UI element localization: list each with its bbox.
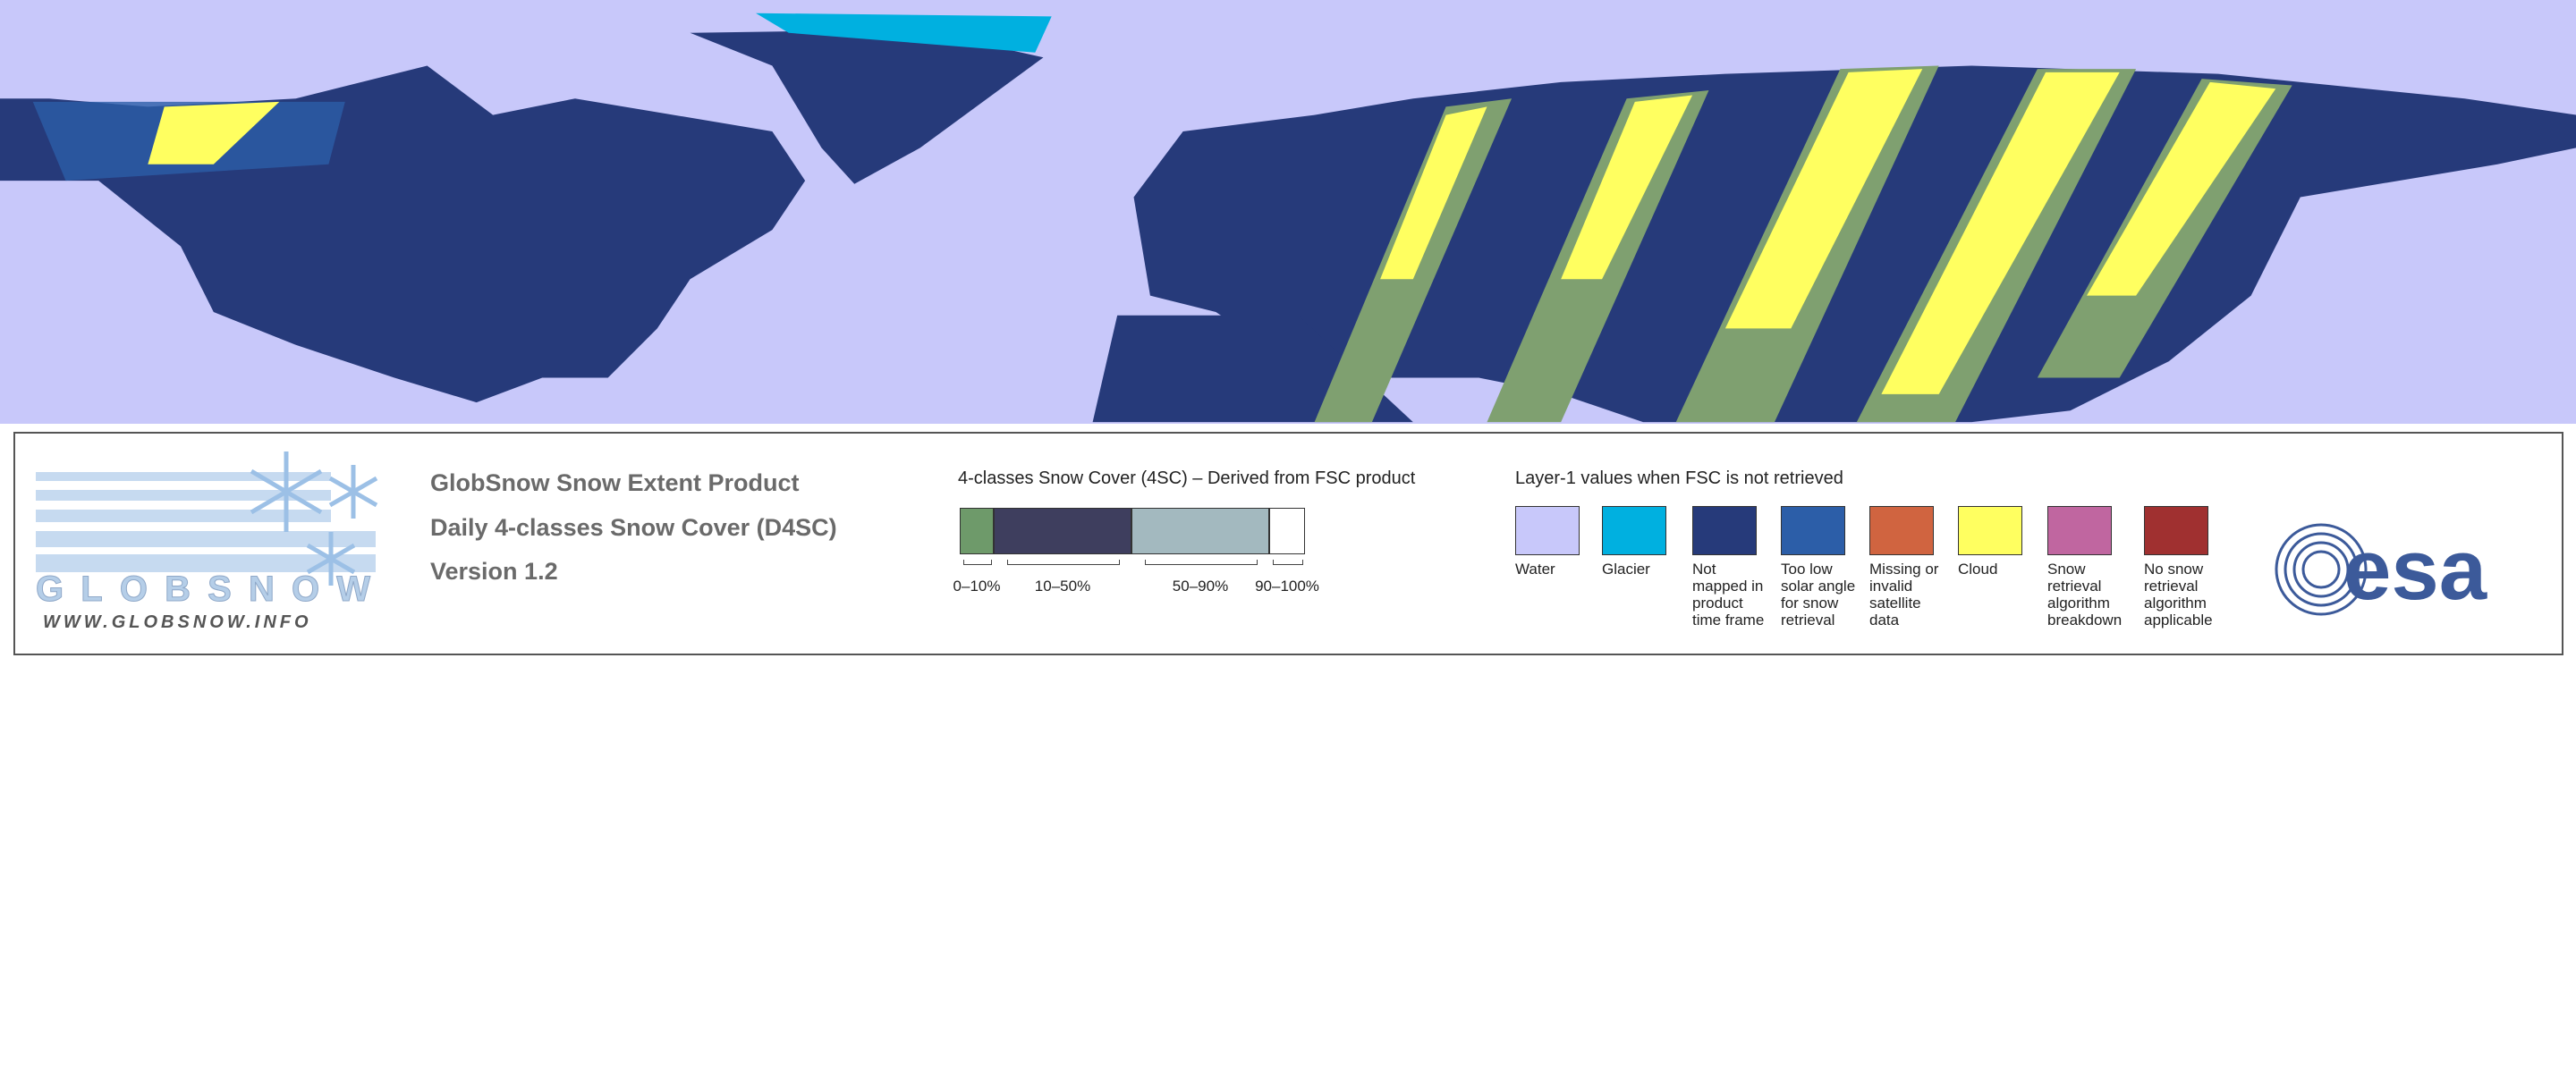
glacier-strip [756,13,1052,53]
layer1-title: Layer-1 values when FSC is not retrieved [1515,468,1843,488]
layer1-swatch [1781,506,1845,555]
scale-label: 10–50% [1034,578,1091,595]
layer1-swatch [1515,506,1580,555]
swath-cloud [1561,95,1693,280]
logo-name: GLOBSNOW [36,570,376,609]
scale-bracket [1007,560,1120,565]
scale-bracket [1145,560,1258,565]
scale-title: 4-classes Snow Cover (4SC) – Derived fro… [958,468,1416,488]
scale-swatch [994,508,1131,554]
swath-cloud [1724,69,1923,329]
product-line: Version 1.2 [430,558,558,585]
layer1-swatch [2144,506,2208,555]
layer1-label: Too low solar angle for snow retrieval [1781,561,1856,629]
layer1-label: Cloud [1958,561,1998,578]
globsnow-logo: GLOBSNOW WWW.GLOBSNOW.INFO [36,451,378,632]
layer1-swatch [2047,506,2112,555]
scale-bracket [962,560,993,565]
layer1-label: No snow retrieval algorithm applicable [2144,561,2213,629]
product-line: Daily 4-classes Snow Cover (D4SC) [430,514,837,541]
esa-wordmark: esa [2343,522,2487,618]
scale-swatch [1131,508,1269,554]
logo-stripes [36,472,376,572]
page: GLOBSNOW WWW.GLOBSNOW.INFO GlobSnow Snow… [0,0,2576,655]
scale-bar: 0–10% 10–50% 50–90% 90–100% [953,508,1319,1080]
product-line: GlobSnow Snow Extent Product [430,469,800,496]
scale-label: 0–10% [953,578,1001,595]
snowflakes [250,451,378,586]
scale-label: 50–90% [1172,578,1229,595]
layer1-label: Snow retrieval algorithm breakdown [2047,561,2123,629]
scale-swatch [1269,508,1305,554]
layer1-label: Not mapped in product time frame [1692,561,1765,629]
scale-label: 90–100% [1255,578,1319,595]
greenland [690,30,1044,184]
layer1-label: Glacier [1602,561,1650,578]
landmasses [0,13,2576,423]
layer1-label: Water [1515,561,1555,578]
snow-map [0,0,2576,424]
swath-cloud [1881,72,2120,394]
logo-url: WWW.GLOBSNOW.INFO [43,612,312,632]
layer1-swatch [1869,506,1934,555]
scale-bracket [1273,560,1303,565]
cloud-alaska [148,101,280,165]
layer1-swatch [1692,506,1757,555]
layer1-swatch [1602,506,1666,555]
swath-cloud [2086,81,2276,296]
layer1-swatch [1958,506,2022,555]
esa-emblem [2275,523,2368,616]
legend-panel [13,432,2563,655]
esa-logo: esa [2275,522,2487,618]
scale-swatch [960,508,994,554]
swath-cloud [1380,106,1487,280]
layer1-label: Missing or invalid satellite data [1869,561,1939,629]
